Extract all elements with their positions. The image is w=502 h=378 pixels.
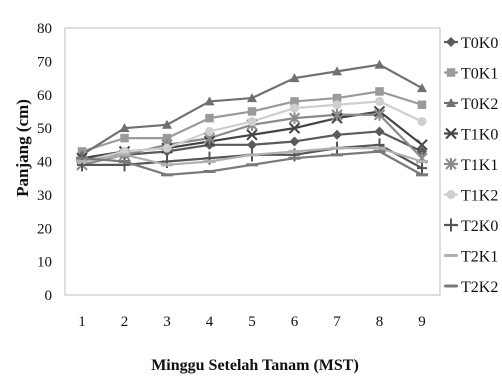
data-point-t1k0 — [416, 139, 428, 151]
data-point-t1k2 — [375, 96, 384, 106]
y-tick-label: 60 — [37, 88, 52, 104]
legend-label: T2K0 — [461, 218, 498, 235]
legend-label: T0K1 — [461, 66, 498, 83]
x-tick-label: 9 — [418, 314, 426, 330]
legend-marker — [446, 98, 456, 107]
x-tick-label: 7 — [333, 314, 341, 330]
y-tick-label: 20 — [37, 221, 52, 237]
x-tick-label: 8 — [376, 314, 384, 330]
data-point-t0k1 — [332, 93, 342, 103]
legend-item-t2k0: T2K0 — [444, 218, 498, 235]
plot-area-border — [64, 27, 441, 296]
x-tick-label: 5 — [248, 314, 256, 330]
data-point-t1k2 — [332, 100, 342, 110]
legend-label: T2K2 — [461, 279, 498, 296]
data-point-t1k2 — [290, 103, 299, 113]
legend-item-t2k2: T2K2 — [444, 279, 498, 296]
data-point-t1k0 — [288, 122, 301, 134]
data-point-t1k2 — [417, 116, 427, 126]
x-tick-labels: 1 2 3 4 5 6 7 8 9 — [78, 314, 426, 330]
data-point-t0k2 — [374, 59, 385, 69]
data-point-t0k1 — [205, 113, 214, 123]
y-tick-label: 40 — [37, 155, 52, 171]
data-point-t0k1 — [247, 107, 257, 116]
data-point-t0k0 — [417, 146, 427, 157]
y-tick-label: 30 — [37, 188, 52, 204]
legend-item-t1k2: T1K2 — [444, 188, 498, 205]
y-tick-label: 80 — [37, 21, 52, 37]
data-point-t1k1 — [288, 112, 301, 125]
legend-item-t0k1: T0K1 — [444, 66, 498, 83]
legend-item-t1k1: T1K1 — [444, 157, 498, 174]
data-point-t0k2 — [417, 83, 427, 93]
x-tick-label: 3 — [163, 314, 171, 330]
data-point-t2k0 — [417, 161, 427, 175]
legend-label: T1K0 — [461, 127, 498, 144]
data-point-t0k0 — [332, 129, 342, 140]
data-point-t0k1 — [375, 87, 384, 96]
data-point-t1k1 — [331, 108, 343, 121]
legend-marker — [446, 37, 456, 47]
y-tick-label: 0 — [45, 288, 53, 304]
legend-label: T0K2 — [461, 96, 498, 113]
y-tick-label: 70 — [37, 54, 52, 70]
legend-item-t1k0: T1K0 — [444, 127, 498, 144]
data-point-t1k0 — [246, 129, 258, 141]
legend-label: T1K2 — [461, 188, 498, 205]
data-point-t0k2 — [119, 123, 130, 133]
data-point-t0k2 — [204, 96, 215, 106]
data-point-t0k2 — [247, 93, 257, 103]
y-tick-label: 10 — [37, 255, 52, 271]
data-point-t0k1 — [120, 133, 129, 143]
legend-marker — [446, 190, 456, 199]
data-point-t0k0 — [204, 139, 215, 150]
y-tick-labels: 0 10 20 30 40 50 60 70 80 — [37, 21, 52, 304]
data-point-t0k1 — [417, 100, 427, 110]
legend-marker — [445, 127, 457, 140]
legend-marker — [446, 68, 456, 77]
data-point-t0k2 — [289, 73, 300, 83]
legend: T0K0 T0K1 T0K2 T1K0 T1K1 T1K2 T2K0 T2K1 T2K2 — [444, 35, 498, 296]
data-point-t1k2 — [162, 143, 172, 153]
data-point-t0k0 — [247, 139, 257, 150]
x-tick-label: 4 — [206, 314, 214, 330]
x-axis-title: Minggu Setelah Tanam (MST) — [151, 357, 359, 374]
legend-item-t0k2: T0K2 — [444, 96, 498, 113]
legend-item-t0k0: T0K0 — [444, 35, 498, 52]
data-point-t1k2 — [205, 126, 214, 136]
legend-label: T2K1 — [461, 249, 498, 266]
data-point-t0k0 — [374, 126, 385, 137]
legend-item-t2k1: T2K1 — [444, 249, 498, 266]
series-markers — [76, 59, 428, 177]
x-tick-label: 6 — [291, 314, 299, 330]
legend-marker — [446, 218, 456, 232]
y-axis-title: Panjang (cm) — [13, 99, 32, 197]
data-point-t0k1 — [290, 97, 299, 106]
legend-marker — [445, 158, 457, 170]
y-tick-label: 50 — [37, 121, 52, 137]
data-point-t0k2 — [162, 119, 172, 129]
legend-label: T0K0 — [461, 35, 498, 52]
data-point-t0k1 — [162, 133, 172, 143]
data-point-t0k2 — [332, 66, 342, 76]
legend-label: T1K1 — [461, 157, 498, 174]
data-point-t1k1 — [373, 108, 386, 121]
data-point-t1k2 — [247, 116, 257, 126]
data-point-t0k0 — [289, 136, 300, 147]
x-tick-label: 1 — [78, 314, 86, 330]
x-tick-label: 2 — [121, 314, 129, 330]
plot-frame — [64, 27, 441, 296]
